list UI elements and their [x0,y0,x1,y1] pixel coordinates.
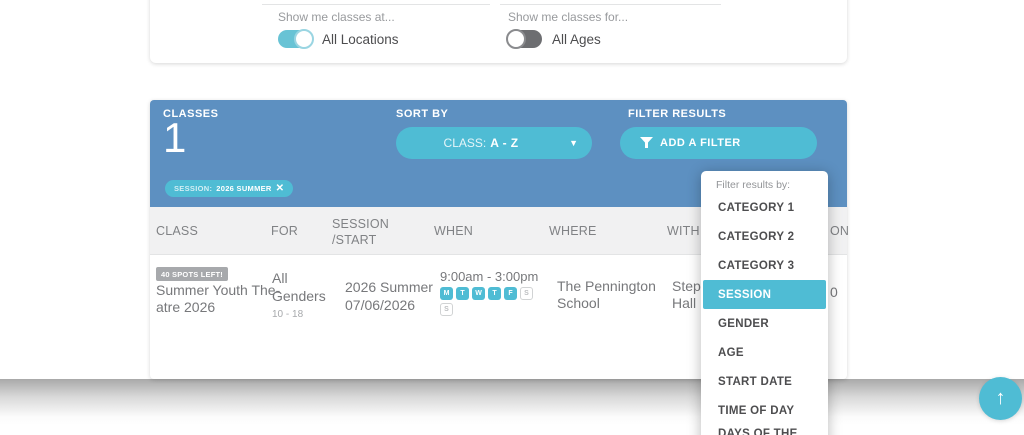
session-value: 2026 Summer [345,279,433,295]
filter-tag-value: 2026 SUMMER [216,184,272,193]
filter-results-label: FILTER RESULTS [628,108,727,120]
age-range-value: 10 - 18 [272,309,304,320]
class-name-link[interactable]: Summer Youth The- atre 2026 [156,282,280,316]
day-chip-tuesday: T [456,287,469,300]
toggle-knob [294,29,314,49]
weekday-chips-row1: M T W T F S [440,287,533,300]
column-header-for: FOR [271,224,298,238]
all-ages-toggle[interactable] [506,29,542,49]
column-header-session-start: SESSION /START [332,216,389,248]
start-date-value: 07/06/2026 [345,297,416,313]
gender-value: All Genders [272,270,326,304]
page-bottom-shadow [0,379,1024,425]
class-name-line1: Summer Youth The- [156,282,281,298]
menu-item-age[interactable]: AGE [718,346,744,359]
filter-menu-title: Filter results by: [716,179,791,191]
day-chip-wednesday: W [472,287,485,300]
menu-item-time-of-day[interactable]: TIME OF DAY [718,404,795,417]
add-filter-button[interactable]: ADD A FILTER [620,127,817,159]
remove-filter-icon[interactable]: ✕ [275,182,285,194]
day-chip-saturday: S [520,287,533,300]
menu-item-category-2[interactable]: CATEGORY 2 [718,230,795,243]
input-underline-left [262,4,490,5]
class-name-line2: atre 2026 [156,299,216,315]
column-header-session-line2: /START [332,233,377,247]
day-chip-sunday: S [440,303,453,316]
sort-prefix: CLASS: [443,136,487,150]
column-header-where: WHERE [549,224,597,238]
menu-item-category-1[interactable]: CATEGORY 1 [718,201,795,214]
all-ages-toggle-label: All Ages [552,32,601,47]
all-locations-toggle[interactable] [278,29,314,49]
menu-item-category-3[interactable]: CATEGORY 3 [718,259,795,272]
filter-tag-prefix: SESSION: [174,184,213,193]
classes-count: 1 [163,114,187,161]
active-filter-tag: SESSION: 2026 SUMMER ✕ [165,180,294,197]
sort-value: A - Z [490,136,519,150]
menu-item-session[interactable]: SESSION [703,280,826,309]
filter-dropdown-menu: Filter results by: CATEGORY 1 CATEGORY 2… [701,171,828,435]
column-header-partial: ON [830,224,850,238]
menu-item-gender[interactable]: GENDER [718,317,770,330]
all-locations-toggle-label: All Locations [322,32,399,47]
sort-by-label: SORT BY [396,108,449,120]
weekday-chips-row2: S [440,303,453,316]
time-value: 9:00am - 3:00pm [440,269,539,284]
column-header-when: WHEN [434,224,473,238]
session-start-cell: 2026 Summer 07/06/2026 [345,278,433,314]
column-header-session-line1: SESSION [332,217,389,231]
filter-menu-list: CATEGORY 1 CATEGORY 2 CATEGORY 3 SESSION… [701,193,828,435]
age-filter-label: Show me classes for... [508,10,629,24]
row-partial-value: 0 [830,284,838,300]
toggle-knob [506,29,526,49]
location-filter-label: Show me classes at... [278,10,395,24]
results-header-bar: CLASSES 1 SORT BY CLASS: A - Z ▼ FILTER … [150,100,847,207]
day-chip-thursday: T [488,287,501,300]
column-header-with: WITH [667,224,700,238]
spots-left-badge: 40 SPOTS LEFT! [156,267,228,281]
menu-item-start-date[interactable]: START DATE [718,375,793,388]
where-cell: The Pennington School [557,278,656,311]
top-filter-card: Show me classes at... All Locations Show… [150,0,847,63]
add-filter-label: ADD A FILTER [660,137,741,149]
input-underline-right [500,4,721,5]
day-chip-friday: F [504,287,517,300]
classes-label: CLASSES [163,108,219,120]
menu-item-days-of-the-week[interactable]: DAYS OF THE WEEK [718,427,798,435]
day-chip-monday: M [440,287,453,300]
filter-funnel-icon [640,137,653,148]
sort-dropdown[interactable]: CLASS: A - Z ▼ [396,127,592,159]
scroll-to-top-button[interactable]: ↑ [979,377,1022,420]
arrow-up-icon: ↑ [995,387,1006,409]
column-header-class: CLASS [156,224,198,238]
for-cell: All Genders 10 - 18 [272,269,330,324]
chevron-down-icon: ▼ [569,138,578,148]
